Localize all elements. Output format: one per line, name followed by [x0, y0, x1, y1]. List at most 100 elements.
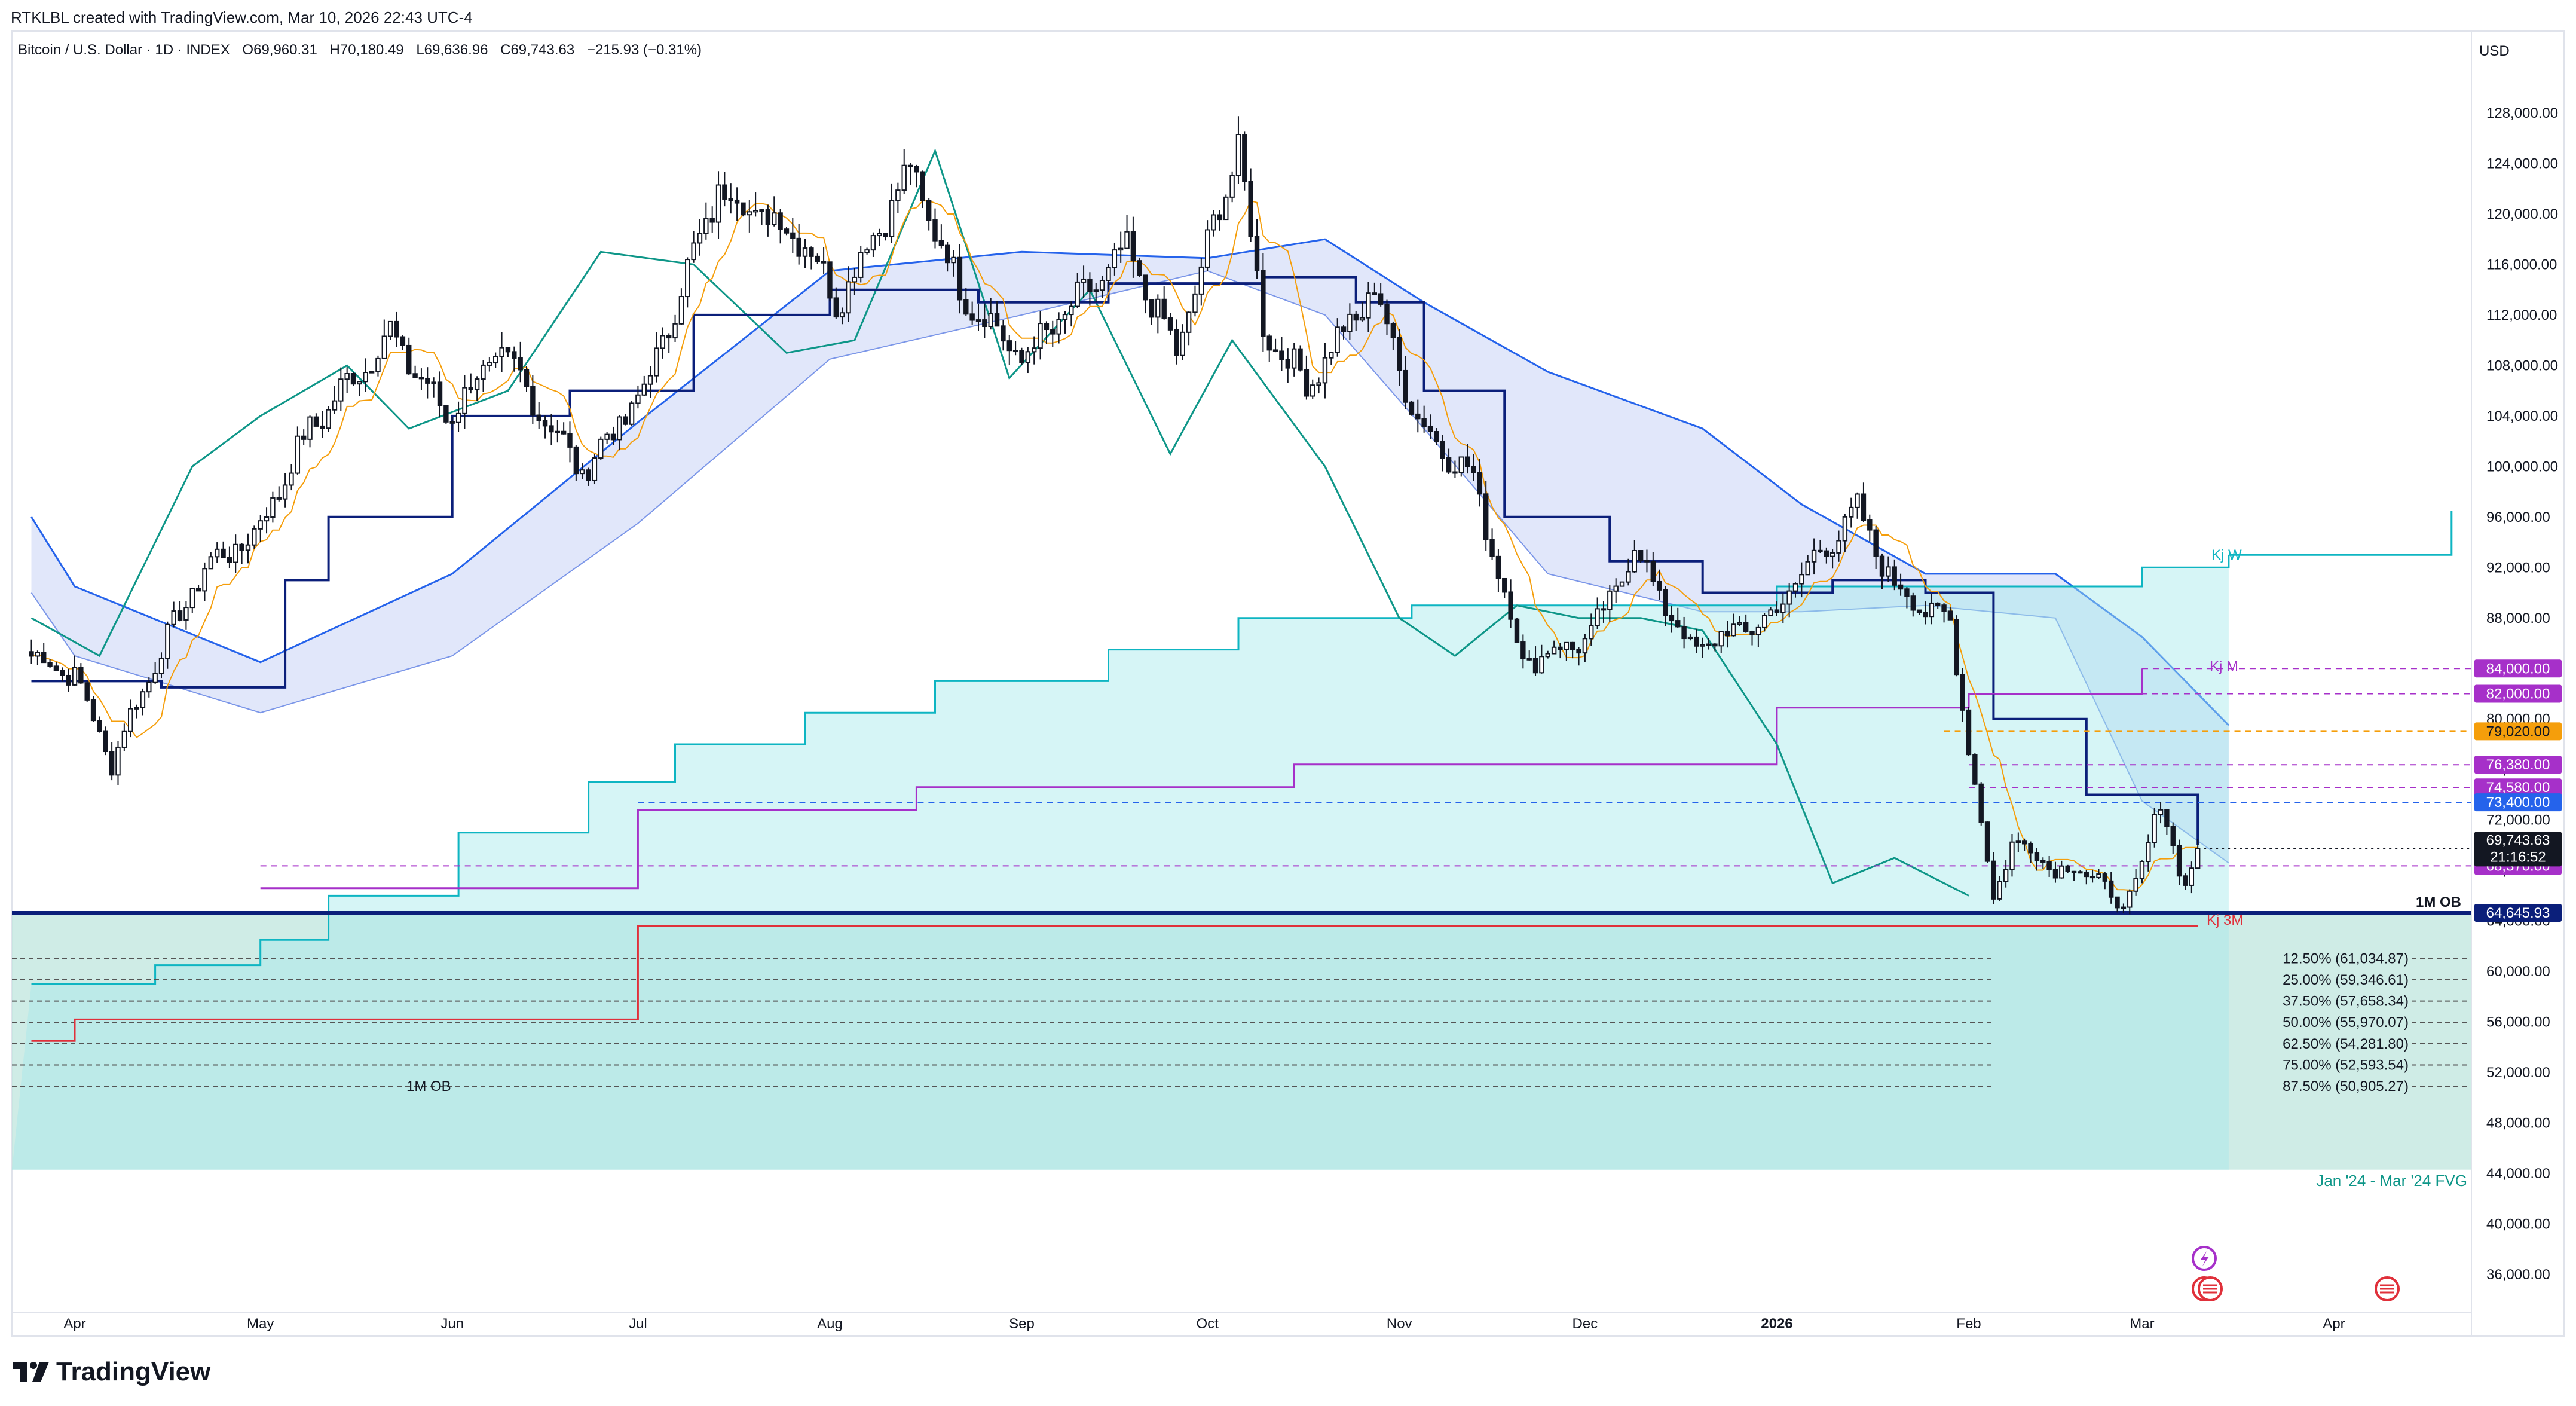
- candle-body: [1310, 384, 1315, 397]
- candle-body: [1167, 317, 1173, 331]
- candle-body: [1329, 352, 1334, 359]
- candle-body: [1161, 298, 1167, 319]
- candle: [1279, 337, 1284, 371]
- candle-body: [1440, 441, 1445, 459]
- candle: [2028, 841, 2033, 863]
- candle: [103, 726, 108, 756]
- candle: [1799, 562, 1804, 598]
- candle: [1044, 321, 1050, 344]
- candle: [752, 192, 758, 217]
- candle-body: [672, 323, 678, 339]
- candle-body: [734, 199, 740, 204]
- candle-body: [1551, 646, 1557, 655]
- candle-body: [932, 219, 938, 242]
- candle-body: [2102, 873, 2108, 882]
- candle-body: [617, 416, 622, 441]
- candle: [1539, 644, 1544, 674]
- candle-body: [1211, 214, 1216, 231]
- candle: [1663, 586, 1668, 626]
- price-tag-label: 64,645.93: [2486, 905, 2550, 921]
- fib-label: 12.50% (61,034.87): [2283, 950, 2409, 967]
- candle-body: [1768, 609, 1773, 616]
- ohlc-open: O69,960.31: [242, 42, 317, 58]
- candle: [127, 699, 133, 738]
- candle-body: [982, 319, 987, 328]
- candle: [1978, 782, 1984, 826]
- candle-body: [2127, 890, 2133, 908]
- candle: [2009, 834, 2015, 877]
- candle-body: [2133, 878, 2138, 892]
- candle: [134, 704, 139, 719]
- candle-body: [2139, 860, 2145, 879]
- price-tick-label: 96,000.00: [2486, 509, 2550, 525]
- candle-body: [1341, 326, 1347, 332]
- candle: [1855, 492, 1860, 519]
- price-tick-label: 52,000.00: [2486, 1065, 2550, 1081]
- ichimoku-cloud-layer: [12, 238, 2453, 1170]
- price-tick-label: 72,000.00: [2486, 812, 2550, 829]
- tradingview-brand[interactable]: TradingView: [13, 1357, 210, 1387]
- candle: [1223, 194, 1229, 221]
- candle: [400, 335, 406, 350]
- candle-body: [654, 347, 659, 377]
- price-tag: [2474, 722, 2562, 741]
- candle-body: [1564, 641, 1570, 650]
- candle: [1143, 274, 1148, 314]
- candle-body: [957, 256, 963, 301]
- candle-body: [1836, 540, 1841, 554]
- candle-body: [1427, 426, 1433, 433]
- candle: [183, 601, 189, 630]
- ohlc-high: H70,180.49: [329, 42, 404, 58]
- candle-body: [505, 347, 511, 353]
- price-tick-label: 108,000.00: [2486, 357, 2558, 374]
- candle-body: [809, 247, 814, 257]
- symbol-name[interactable]: Bitcoin / U.S. Dollar · 1D · INDEX: [18, 42, 230, 58]
- candle-body: [282, 484, 288, 500]
- kijun-monthly-line: [260, 668, 2143, 890]
- candle-body: [2176, 845, 2182, 877]
- candle: [505, 347, 511, 357]
- price-tick-label: 112,000.00: [2486, 307, 2557, 323]
- flag-stripes: [2380, 1284, 2394, 1294]
- candle-body: [1842, 516, 1848, 542]
- candle: [2183, 873, 2188, 890]
- candle-body: [1805, 561, 1810, 576]
- candle: [827, 261, 833, 302]
- candle: [647, 366, 653, 398]
- candle-body: [945, 244, 950, 264]
- candle: [1180, 324, 1185, 360]
- price-tick-label: 88,000.00: [2486, 610, 2550, 626]
- candle-body: [418, 377, 424, 380]
- candle-body: [1229, 175, 1235, 198]
- weekly-kijun-line: [31, 555, 2230, 985]
- candle-body: [839, 312, 845, 318]
- candle-body: [889, 200, 895, 237]
- candle-body: [536, 414, 541, 421]
- candle: [1415, 399, 1421, 433]
- candle: [988, 298, 993, 330]
- candle: [1001, 320, 1006, 351]
- candle-body: [245, 544, 251, 551]
- price-tag: [2474, 659, 2562, 678]
- time-axis[interactable]: Apr May Jun Jul Aug Sep Oct Nov Dec 2026 Feb Mar Apr: [63, 1316, 2345, 1332]
- candle: [1700, 637, 1705, 658]
- candle-body: [1124, 231, 1130, 249]
- candle-body: [1861, 493, 1867, 521]
- candle: [214, 542, 220, 563]
- weekly-kijun-fill: [12, 555, 2229, 1170]
- candle-body: [295, 435, 301, 474]
- candle: [72, 655, 78, 686]
- candle: [1508, 579, 1513, 628]
- candle: [598, 436, 604, 460]
- price-tick-label: 120,000.00: [2486, 206, 2558, 222]
- candle-body: [877, 233, 882, 237]
- event-icons[interactable]: [2192, 1246, 2400, 1301]
- candle-body: [1291, 348, 1297, 369]
- candle: [802, 239, 808, 268]
- currency-label[interactable]: USD: [2479, 43, 2510, 59]
- candle: [78, 663, 84, 684]
- candle-body: [1576, 649, 1581, 654]
- candle-body: [1972, 754, 1978, 785]
- candle-body: [2046, 861, 2052, 870]
